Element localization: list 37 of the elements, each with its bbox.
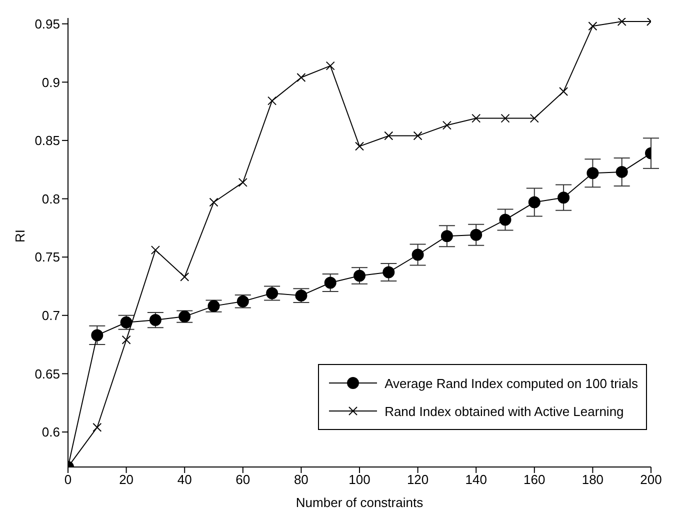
y-tick-label: 0.6 — [42, 424, 60, 440]
point — [412, 248, 424, 261]
point — [382, 266, 395, 278]
point — [208, 300, 220, 312]
legend-label: Rand Index obtained with Active Learning — [384, 404, 624, 418]
x-tick-label: 180 — [582, 472, 604, 488]
x-tick-label: 80 — [294, 472, 308, 488]
point — [499, 214, 512, 226]
y-tick-label: 0.8 — [42, 191, 60, 206]
point — [470, 228, 482, 241]
y-tick-label: 0.65 — [34, 366, 60, 382]
x-tick-label: 0 — [64, 472, 72, 488]
x-tick-label: 100 — [348, 472, 370, 488]
x-tick-label: 140 — [465, 472, 487, 488]
legend-label: Average Rand Index computed on 100 trials — [384, 376, 638, 390]
point — [324, 276, 336, 289]
point — [586, 167, 599, 180]
point — [178, 310, 191, 323]
x-tick-label: 40 — [177, 472, 192, 488]
point — [558, 192, 570, 204]
x-tick-label: 200 — [640, 472, 662, 488]
y-tick-label: 0.75 — [34, 250, 60, 265]
x-tick-label: 120 — [406, 472, 429, 488]
x-tick-label: 20 — [119, 472, 134, 488]
y-axis-title: RI — [12, 230, 28, 242]
y-tick-label: 0.95 — [34, 16, 60, 32]
point — [528, 196, 540, 208]
point — [91, 329, 104, 342]
point — [616, 166, 628, 178]
x-tick-label: 160 — [524, 472, 546, 488]
x-tick-label: 60 — [236, 472, 250, 488]
y-tick-label: 0.9 — [42, 74, 60, 90]
point — [440, 230, 453, 242]
point — [236, 295, 249, 308]
y-tick-label: 0.85 — [34, 133, 60, 148]
x-axis-title: Number of constraints — [296, 495, 424, 510]
y-tick-label: 0.7 — [42, 308, 60, 324]
